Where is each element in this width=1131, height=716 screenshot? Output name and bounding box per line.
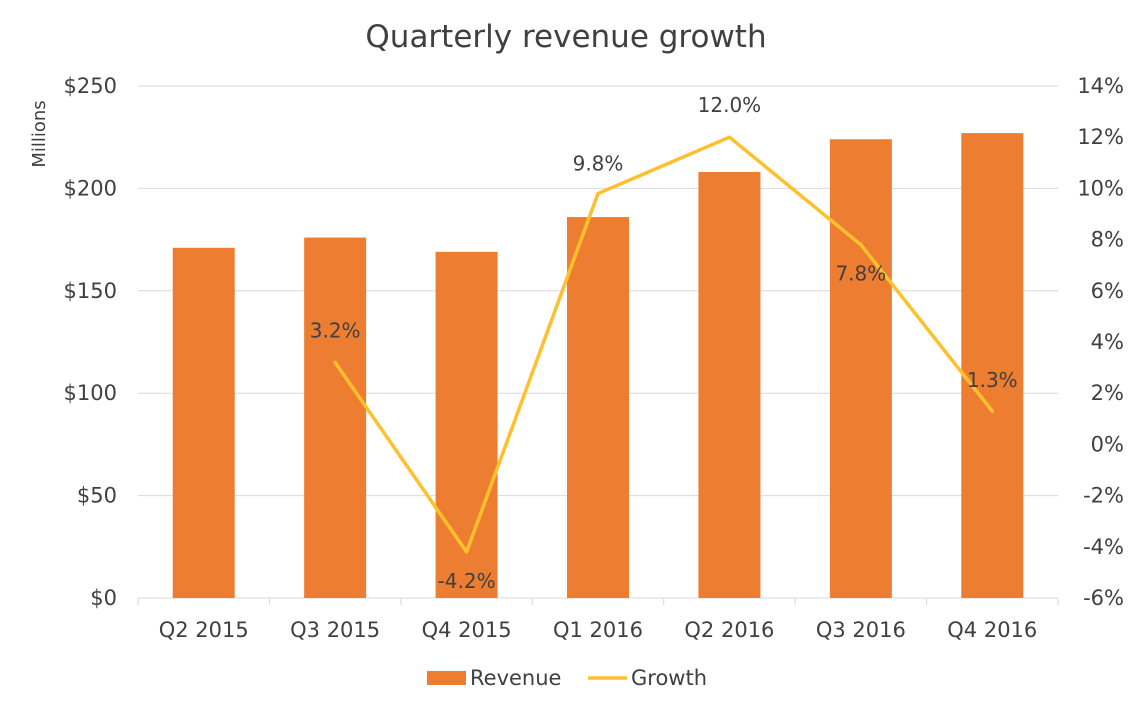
y-axis-label: Millions (29, 100, 50, 167)
legend-swatch-revenue (427, 671, 466, 685)
x-tick-label: Q3 2016 (816, 618, 906, 642)
y-tick-label: $200 (64, 176, 117, 200)
y2-tick-label: 2% (1091, 381, 1124, 405)
x-tick-label: Q2 2015 (159, 618, 249, 642)
chart-title: Quarterly revenue growth (365, 19, 766, 55)
x-tick-label: Q1 2016 (553, 618, 643, 642)
x-tick-label: Q2 2016 (684, 618, 774, 642)
y2-tick-label: -2% (1083, 484, 1124, 508)
y2-tick-label: 6% (1091, 279, 1124, 303)
growth-data-label: -4.2% (438, 569, 496, 593)
x-tick-label: Q4 2016 (947, 618, 1037, 642)
y-axis-ticks: $0 $50 $100 $150 $200 $250 (64, 74, 117, 610)
y2-tick-label: 10% (1077, 176, 1124, 200)
revenue-bar (435, 251, 498, 598)
x-axis-ticks: Q2 2015 Q3 2015 Q4 2015 Q1 2016 Q2 2016 Q3 20… (159, 618, 1038, 642)
growth-data-labels: 3.2% -4.2% 9.8% 12.0% 7.8% 1.3% (310, 93, 1018, 593)
growth-data-label: 7.8% (835, 262, 886, 286)
y-tick-label: $0 (90, 586, 117, 610)
legend-label-growth: Growth (631, 666, 707, 690)
y2-tick-label: 0% (1091, 432, 1124, 456)
y2-tick-label: -6% (1083, 586, 1124, 610)
x-tick-label: Q4 2015 (422, 618, 512, 642)
revenue-bar (698, 172, 761, 599)
y2-tick-label: -4% (1083, 535, 1124, 559)
growth-line (333, 135, 995, 554)
y2-tick-label: 4% (1091, 330, 1124, 354)
x-tick-label: Q3 2015 (290, 618, 380, 642)
growth-line-path (333, 135, 995, 554)
revenue-bar (172, 247, 235, 599)
y-tick-label: $150 (64, 279, 117, 303)
y2-tick-label: 8% (1091, 228, 1124, 252)
y-tick-label: $50 (77, 484, 117, 508)
revenue-bars (172, 133, 1024, 599)
revenue-bar (829, 139, 892, 599)
revenue-bar (304, 237, 367, 598)
y2-tick-label: 12% (1077, 125, 1124, 149)
y-tick-label: $250 (64, 74, 117, 98)
y-tick-label: $100 (64, 381, 117, 405)
revenue-bar (961, 133, 1024, 598)
revenue-bar (567, 217, 629, 598)
y2-axis-ticks: -6% -4% -2% 0% 2% 4% 6% 8% 10% 12% 14% (1077, 74, 1124, 610)
growth-data-label: 12.0% (698, 93, 762, 117)
growth-data-label: 3.2% (310, 318, 361, 342)
legend: Revenue Growth (427, 666, 707, 690)
y2-tick-label: 14% (1077, 74, 1124, 98)
legend-label-revenue: Revenue (470, 666, 561, 690)
growth-data-label: 9.8% (573, 152, 624, 176)
growth-data-label: 1.3% (967, 368, 1018, 392)
